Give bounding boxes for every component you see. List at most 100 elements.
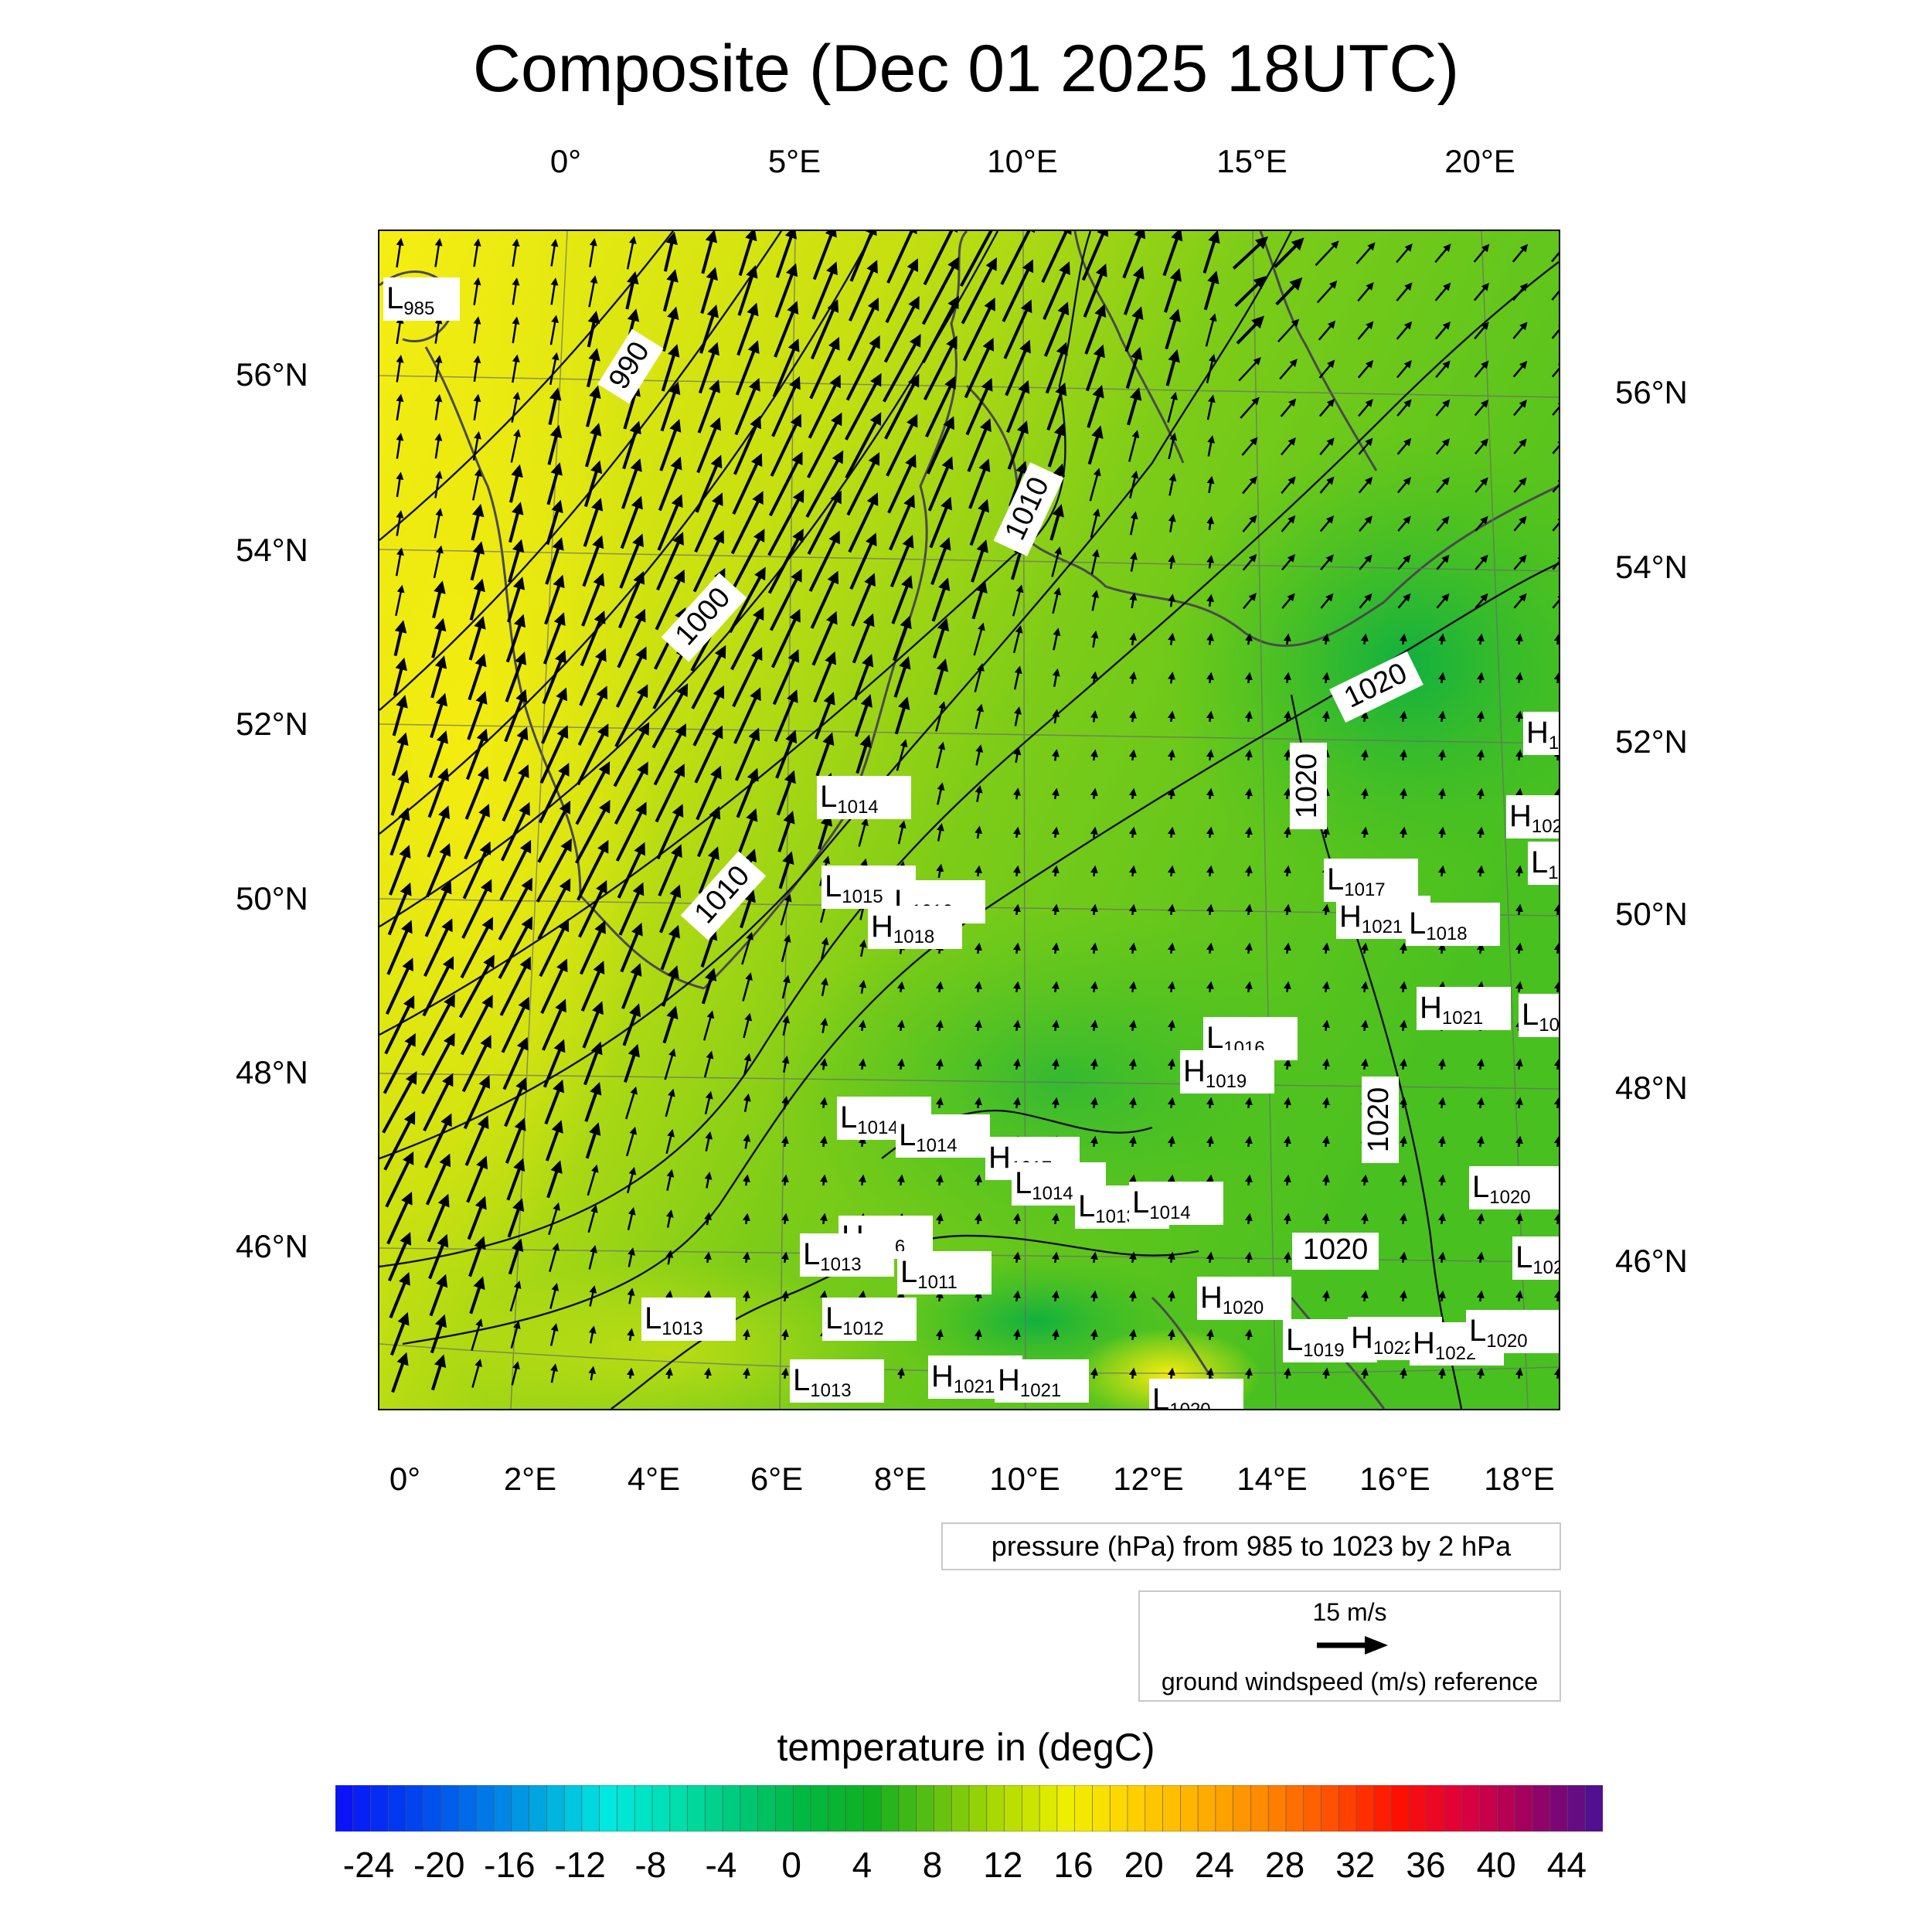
wind-arrow xyxy=(818,813,833,850)
wind-arrow xyxy=(546,1160,563,1199)
colorbar-swatch xyxy=(951,1785,970,1832)
wind-arrow xyxy=(1321,1097,1330,1109)
colorbar-swatch xyxy=(493,1785,512,1832)
wind-arrow xyxy=(1128,749,1137,761)
colorbar-swatch xyxy=(863,1785,883,1832)
wind-arrow xyxy=(385,957,413,1015)
wind-arrow xyxy=(1012,903,1021,916)
wind-arrow xyxy=(740,889,756,929)
wind-arrow xyxy=(502,1036,529,1090)
colorbar-swatch xyxy=(740,1785,759,1832)
wind-arrow xyxy=(884,373,920,440)
colorbar-label: 24 xyxy=(1194,1845,1234,1885)
wind-arrow xyxy=(395,584,405,617)
wind-arrow xyxy=(655,569,685,631)
wind-arrow xyxy=(776,770,796,816)
wind-arrow xyxy=(699,304,719,354)
pressure-center-label: H1019 xyxy=(1180,1050,1274,1094)
pressure-center-text: L1014 xyxy=(899,1118,957,1156)
right-lat-label: 54°N xyxy=(1615,549,1688,585)
wind-arrow xyxy=(849,231,877,282)
colorbar-swatch xyxy=(581,1785,600,1832)
wind-arrow xyxy=(821,977,828,997)
wind-arrow xyxy=(627,1328,635,1342)
wind-arrow xyxy=(1360,1290,1369,1302)
wind-arrow xyxy=(1084,304,1107,355)
colorbar-swatch xyxy=(1567,1785,1587,1832)
colorbar-swatch xyxy=(1461,1785,1481,1832)
wind-arrow xyxy=(1244,1328,1253,1341)
wind-arrow xyxy=(508,1238,524,1275)
pressure-center-label: L1013 xyxy=(790,1359,884,1403)
wind-arrow xyxy=(620,495,643,549)
wind-arrow xyxy=(742,1290,750,1302)
wind-arrow xyxy=(652,645,688,709)
wind-arrow xyxy=(1435,438,1451,455)
wind-arrow xyxy=(1206,787,1214,800)
pressure-center-text: L1019 xyxy=(1286,1323,1345,1361)
wind-arrow xyxy=(845,335,880,401)
wind-arrow xyxy=(1168,432,1178,460)
bottom-lon-label: 10°E xyxy=(989,1461,1060,1497)
colorbar-label: 40 xyxy=(1476,1845,1516,1885)
wind-arrow xyxy=(665,1250,674,1265)
wind-arrow xyxy=(1436,515,1450,532)
colorbar-swatch xyxy=(1303,1785,1322,1832)
wind-arrow xyxy=(428,730,448,778)
colorbar-title: temperature in (degC) xyxy=(777,1726,1155,1769)
wind-arrow xyxy=(588,1245,597,1270)
wind-arrow xyxy=(808,374,841,439)
wind-arrow xyxy=(1052,587,1062,614)
wind-arrow xyxy=(626,1367,634,1379)
wind-arrow xyxy=(775,231,798,278)
wind-arrow xyxy=(1437,672,1446,684)
wind-arrow xyxy=(772,338,800,398)
map-panel[interactable]: 990 1000 1010 1010 1020 1020 1020 1020 L… xyxy=(378,230,1560,1410)
wind-arrow xyxy=(1128,1367,1137,1379)
wind-arrow xyxy=(542,649,566,705)
wind-arrow xyxy=(1318,359,1335,379)
wind-arrow xyxy=(1012,826,1021,838)
wind-arrow xyxy=(935,1019,944,1032)
wind-arrow xyxy=(1359,515,1372,532)
wind-arrow xyxy=(430,1354,447,1391)
wind-arrow xyxy=(1128,1251,1137,1264)
colorbar-swatch xyxy=(617,1785,636,1832)
colorbar-label: 0 xyxy=(781,1845,801,1885)
wind-arrow xyxy=(845,372,882,440)
wind-arrow xyxy=(854,694,872,737)
wind-arrow xyxy=(1281,515,1296,532)
wind-arrow xyxy=(1167,1097,1175,1109)
wind-arrow xyxy=(498,877,532,940)
colorbar-swatch xyxy=(599,1785,618,1832)
wind-arrow xyxy=(1206,1328,1214,1341)
wind-arrow xyxy=(772,649,800,706)
wind-arrow xyxy=(1244,942,1253,954)
wind-arrow xyxy=(615,801,647,862)
colorbar-swatch xyxy=(1426,1785,1445,1832)
wind-arrow xyxy=(1012,865,1021,877)
wind-arrow xyxy=(931,577,951,622)
wind-arrow xyxy=(396,432,404,459)
wind-arrow xyxy=(1083,264,1107,318)
colorbar-swatch xyxy=(880,1785,900,1832)
pressure-center-text: L1013 xyxy=(645,1301,703,1339)
wind-arrow xyxy=(924,376,956,438)
right-lat-label: 52°N xyxy=(1615,723,1688,760)
bottom-lon-label: 6°E xyxy=(750,1461,804,1497)
wind-arrow xyxy=(498,916,533,979)
wind-arrow xyxy=(509,502,524,543)
wind-arrow xyxy=(771,376,801,437)
pressure-center-text: H1021 xyxy=(998,1363,1061,1401)
wind-arrow xyxy=(1012,1213,1021,1225)
wind-arrow xyxy=(807,412,842,478)
wind-arrow xyxy=(1281,593,1295,609)
bottom-lon-label: 14°E xyxy=(1236,1461,1308,1497)
wind-arrow xyxy=(464,1115,489,1166)
wind-arrow xyxy=(852,613,875,664)
colorbar-swatch xyxy=(1391,1785,1410,1832)
wind-arrow xyxy=(742,1328,750,1341)
wind-arrow xyxy=(622,420,641,470)
wind-arrow xyxy=(1553,981,1559,993)
wind-arrow xyxy=(1360,826,1369,838)
